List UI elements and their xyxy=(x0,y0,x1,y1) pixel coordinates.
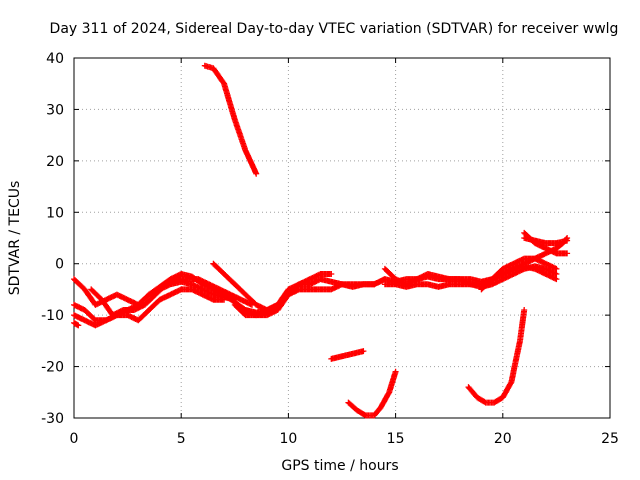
series-track-14 xyxy=(521,235,571,247)
series-track-2 xyxy=(71,286,228,329)
series-markers xyxy=(345,368,399,419)
y-tick-label: 20 xyxy=(46,154,64,170)
x-tick-label: 15 xyxy=(387,431,405,447)
series-track-19 xyxy=(71,319,82,329)
series-track-18 xyxy=(465,307,528,406)
y-tick-label: -10 xyxy=(41,308,64,324)
series-track-16 xyxy=(328,348,367,362)
y-tick-label: -30 xyxy=(41,411,64,427)
grid xyxy=(74,58,610,418)
y-axis-label: SDTVAR / TECUs xyxy=(7,181,23,296)
axis-ticks xyxy=(73,57,611,419)
series-markers xyxy=(201,62,260,177)
y-tick-label: 0 xyxy=(55,257,64,273)
x-axis-label: GPS time / hours xyxy=(281,458,398,474)
series-markers xyxy=(88,276,255,319)
y-tick-label: -20 xyxy=(41,360,64,376)
x-tick-label: 10 xyxy=(279,431,297,447)
x-tick-label: 0 xyxy=(70,431,79,447)
x-tick-label: 5 xyxy=(177,431,186,447)
y-tick-label: 40 xyxy=(46,51,64,67)
data-series xyxy=(71,62,571,419)
series-markers xyxy=(465,307,528,406)
series-markers xyxy=(71,286,228,329)
series-track-8 xyxy=(242,276,378,316)
series-markers xyxy=(521,235,571,247)
series-track-17 xyxy=(345,368,399,419)
y-tick-label: 10 xyxy=(46,205,64,221)
y-tick-label: 30 xyxy=(46,102,64,118)
series-markers xyxy=(71,319,82,329)
x-tick-labels: 0 5 10 15 20 25 xyxy=(70,431,619,447)
x-tick-label: 20 xyxy=(494,431,512,447)
chart-title: Day 311 of 2024, Sidereal Day-to-day VTE… xyxy=(50,21,619,37)
plot-frame xyxy=(73,57,611,419)
series-markers xyxy=(242,276,378,316)
series-track-15 xyxy=(201,62,260,177)
series-track-4 xyxy=(88,276,255,319)
y-tick-labels: -30 -20 -10 0 10 20 30 40 xyxy=(41,51,64,427)
series-markers xyxy=(328,348,367,362)
x-tick-label: 25 xyxy=(601,431,619,447)
